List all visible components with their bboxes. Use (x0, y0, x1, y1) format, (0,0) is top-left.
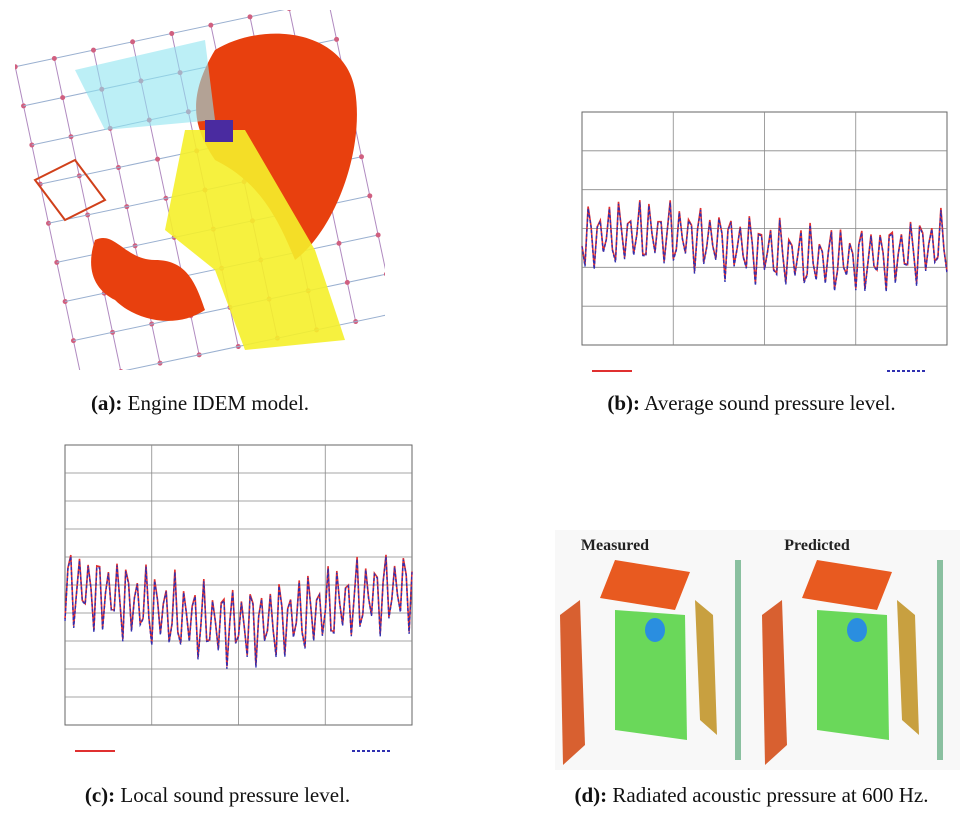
caption-label: (a): (91, 391, 122, 415)
figure: (a): Engine IDEM model. (b): Average sou… (0, 0, 963, 837)
caption-text: Average sound pressure level. (644, 391, 896, 415)
lattice-node (383, 271, 385, 277)
lattice-node (169, 31, 175, 37)
lattice-node (286, 10, 292, 12)
lattice-node (15, 64, 18, 70)
lattice-node (247, 14, 253, 20)
lattice-node (336, 240, 342, 246)
lattice-node (367, 193, 373, 199)
map-spot (645, 618, 665, 642)
map-spot (847, 618, 867, 642)
colorbar (937, 560, 943, 760)
lattice-node (130, 39, 136, 45)
colorbar (735, 560, 741, 760)
caption: (d): Radiated acoustic pressure at 600 H… (540, 780, 963, 810)
lattice-node (118, 368, 124, 370)
caption: (c): Local sound pressure level. (15, 780, 420, 810)
engine-model-image (15, 10, 385, 370)
caption: (b): Average sound pressure level. (540, 388, 963, 418)
caption-label: (b): (607, 391, 640, 415)
spectrum-plot-image (560, 100, 955, 385)
caption-text: Radiated acoustic pressure at 600 Hz. (612, 783, 928, 807)
lattice-node (51, 55, 57, 61)
spectrum-plot-image (15, 425, 420, 765)
map-title: Predicted (784, 537, 850, 554)
lattice-node (60, 95, 66, 101)
caption-label: (c): (85, 783, 115, 807)
caption-text: Engine IDEM model. (128, 391, 309, 415)
caption: (a): Engine IDEM model. (15, 388, 385, 418)
caption-text: Local sound pressure level. (120, 783, 350, 807)
lattice-node (375, 232, 381, 238)
lattice-node (208, 22, 214, 28)
pressure-map-image: Measured Predicted (555, 530, 960, 770)
lattice-node (359, 154, 365, 160)
map-title: Measured (581, 537, 649, 554)
lattice-node (91, 47, 97, 53)
lattice-node (155, 156, 161, 162)
lattice-node (344, 279, 350, 285)
lattice-node (334, 36, 340, 42)
caption-label: (d): (575, 783, 608, 807)
